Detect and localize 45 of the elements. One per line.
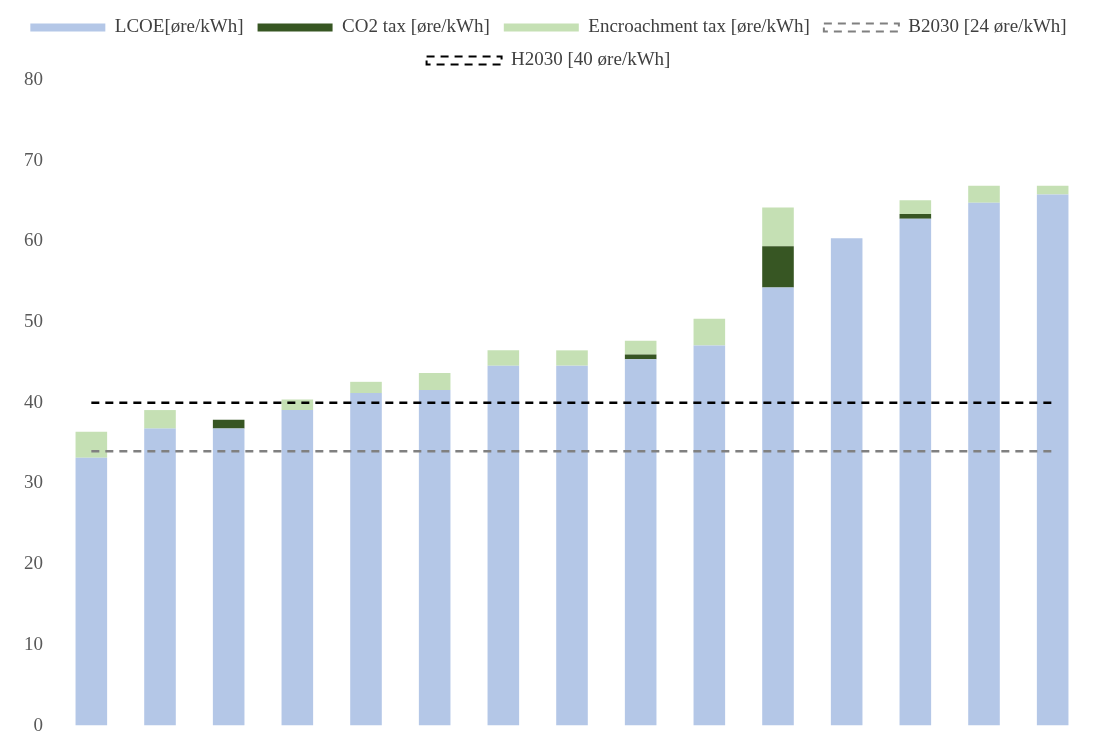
bar [968, 202, 1000, 726]
bar [968, 185, 1000, 203]
y-tick-label: 80 [24, 67, 43, 89]
bar [418, 389, 451, 726]
bar [487, 365, 520, 726]
bar [624, 354, 657, 360]
legend-label: LCOE[øre/kWh] [114, 15, 244, 37]
y-tick-label: 30 [24, 471, 43, 493]
bar [556, 350, 588, 366]
legend-label: H2030 [40 øre/kWh] [511, 48, 671, 70]
bar [75, 457, 108, 726]
bar [144, 428, 176, 726]
y-tick-label: 0 [33, 713, 43, 735]
bar [556, 365, 588, 726]
bar [762, 246, 794, 288]
bar [762, 207, 794, 247]
bar [693, 318, 726, 346]
bar [212, 428, 245, 726]
bar [350, 381, 382, 394]
bar [487, 350, 520, 366]
y-tick-label: 10 [24, 632, 43, 654]
y-tick-label: 50 [24, 310, 43, 332]
legend-label: B2030 [24 øre/kWh] [908, 15, 1067, 37]
bar [624, 359, 657, 726]
bar [1036, 185, 1069, 195]
bar [899, 213, 932, 219]
y-tick-label: 40 [24, 390, 43, 412]
bar [624, 340, 657, 355]
bar [899, 218, 932, 726]
bar [418, 372, 451, 390]
bar [830, 238, 863, 726]
bar [212, 419, 245, 429]
bar [899, 200, 932, 214]
bar [75, 431, 108, 458]
legend-label: Encroachment tax [øre/kWh] [588, 15, 810, 37]
y-tick-label: 60 [24, 229, 43, 251]
bar [144, 410, 176, 429]
bar [350, 393, 382, 726]
legend-label: CO2 tax [øre/kWh] [342, 15, 490, 37]
bar [693, 345, 726, 726]
bar [762, 287, 794, 726]
y-tick-label: 20 [24, 552, 43, 574]
y-tick-label: 70 [24, 148, 43, 170]
bar [1036, 194, 1069, 726]
bar [281, 410, 314, 726]
